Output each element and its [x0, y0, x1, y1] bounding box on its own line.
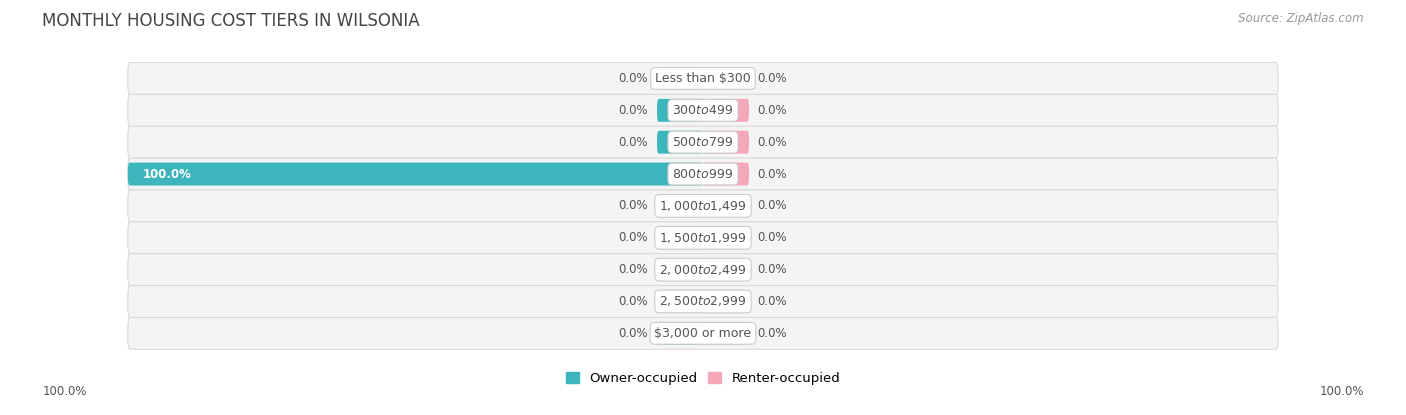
FancyBboxPatch shape	[128, 158, 1278, 190]
Text: 0.0%: 0.0%	[758, 72, 787, 85]
Text: $3,000 or more: $3,000 or more	[655, 327, 751, 340]
Text: 0.0%: 0.0%	[758, 295, 787, 308]
FancyBboxPatch shape	[128, 190, 1278, 222]
FancyBboxPatch shape	[657, 67, 703, 90]
Text: 0.0%: 0.0%	[619, 327, 648, 340]
FancyBboxPatch shape	[657, 195, 703, 217]
FancyBboxPatch shape	[128, 286, 1278, 317]
FancyBboxPatch shape	[657, 226, 703, 249]
FancyBboxPatch shape	[128, 63, 1278, 94]
Text: 0.0%: 0.0%	[619, 104, 648, 117]
Text: $800 to $999: $800 to $999	[672, 168, 734, 181]
FancyBboxPatch shape	[703, 226, 749, 249]
Legend: Owner-occupied, Renter-occupied: Owner-occupied, Renter-occupied	[560, 366, 846, 390]
FancyBboxPatch shape	[128, 126, 1278, 158]
FancyBboxPatch shape	[657, 99, 703, 122]
FancyBboxPatch shape	[657, 290, 703, 313]
FancyBboxPatch shape	[657, 258, 703, 281]
Text: 0.0%: 0.0%	[758, 168, 787, 181]
Text: 0.0%: 0.0%	[619, 231, 648, 244]
Text: $300 to $499: $300 to $499	[672, 104, 734, 117]
FancyBboxPatch shape	[703, 322, 749, 345]
Text: 100.0%: 100.0%	[42, 386, 87, 398]
Text: $2,500 to $2,999: $2,500 to $2,999	[659, 295, 747, 308]
Text: MONTHLY HOUSING COST TIERS IN WILSONIA: MONTHLY HOUSING COST TIERS IN WILSONIA	[42, 12, 420, 30]
FancyBboxPatch shape	[657, 322, 703, 345]
Text: 0.0%: 0.0%	[619, 295, 648, 308]
Text: 100.0%: 100.0%	[142, 168, 191, 181]
Text: $1,000 to $1,499: $1,000 to $1,499	[659, 199, 747, 213]
Text: $1,500 to $1,999: $1,500 to $1,999	[659, 231, 747, 245]
FancyBboxPatch shape	[703, 258, 749, 281]
Text: 0.0%: 0.0%	[758, 263, 787, 276]
FancyBboxPatch shape	[128, 163, 703, 186]
Text: Source: ZipAtlas.com: Source: ZipAtlas.com	[1239, 12, 1364, 25]
FancyBboxPatch shape	[703, 131, 749, 154]
Text: $2,000 to $2,499: $2,000 to $2,499	[659, 263, 747, 277]
Text: $500 to $799: $500 to $799	[672, 136, 734, 149]
Text: 0.0%: 0.0%	[758, 199, 787, 212]
FancyBboxPatch shape	[128, 254, 1278, 286]
FancyBboxPatch shape	[703, 290, 749, 313]
FancyBboxPatch shape	[703, 67, 749, 90]
FancyBboxPatch shape	[128, 222, 1278, 254]
Text: 0.0%: 0.0%	[619, 72, 648, 85]
FancyBboxPatch shape	[128, 317, 1278, 349]
Text: 0.0%: 0.0%	[619, 136, 648, 149]
Text: Less than $300: Less than $300	[655, 72, 751, 85]
FancyBboxPatch shape	[703, 163, 749, 186]
Text: 0.0%: 0.0%	[758, 231, 787, 244]
Text: 0.0%: 0.0%	[619, 263, 648, 276]
FancyBboxPatch shape	[703, 195, 749, 217]
Text: 0.0%: 0.0%	[758, 327, 787, 340]
FancyBboxPatch shape	[657, 131, 703, 154]
Text: 0.0%: 0.0%	[758, 104, 787, 117]
Text: 0.0%: 0.0%	[758, 136, 787, 149]
Text: 0.0%: 0.0%	[619, 199, 648, 212]
FancyBboxPatch shape	[703, 99, 749, 122]
Text: 100.0%: 100.0%	[1319, 386, 1364, 398]
FancyBboxPatch shape	[128, 94, 1278, 126]
